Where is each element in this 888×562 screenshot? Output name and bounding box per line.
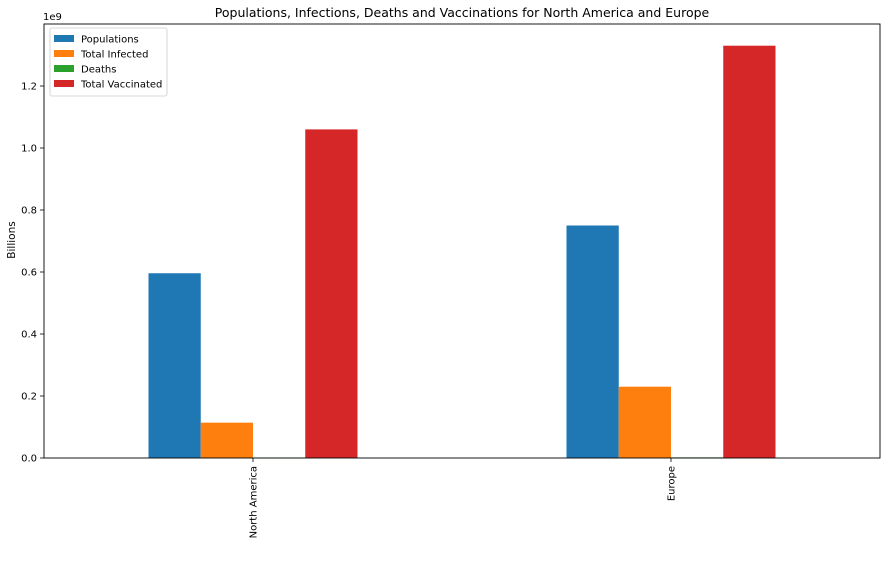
bar-total-vaccinated-europe: [723, 45, 776, 458]
x-tick-label-north-america: North America: [249, 466, 260, 538]
bar-total-infected-europe: [618, 386, 671, 458]
legend-swatch-total-infected: [54, 50, 74, 57]
legend-box: [49, 27, 168, 97]
legend-swatch-deaths: [54, 65, 74, 72]
legend-label-total-vaccinated: Total Vaccinated: [80, 80, 162, 91]
bar-total-vaccinated-north-america: [305, 129, 358, 458]
y-tick-label: 0.2: [21, 392, 37, 403]
legend-label-populations: Populations: [81, 35, 139, 46]
y-tick-label: 1.0: [21, 144, 37, 155]
y-axis: 0.0 0.2 0.4 0.6 0.8 1.0 1.2: [21, 82, 44, 465]
y-axis-offset-label: 1e9: [43, 12, 62, 23]
legend: Populations Total Infected Deaths Total Vac…: [49, 27, 168, 97]
legend-swatch-total-vaccinated: [54, 80, 74, 87]
bar-populations-europe: [566, 225, 619, 458]
plot-area-frame: [43, 23, 881, 459]
y-tick-label: 0.0: [21, 454, 37, 465]
y-tick-label: 0.4: [21, 330, 37, 341]
legend-swatch-populations: [54, 35, 74, 42]
legend-label-total-infected: Total Infected: [80, 50, 148, 61]
chart-title: Populations, Infections, Deaths and Vacc…: [215, 5, 710, 20]
y-tick-label: 1.2: [21, 82, 37, 93]
bars-layer: [148, 45, 776, 459]
legend-label-deaths: Deaths: [81, 65, 116, 76]
bar-total-infected-north-america: [200, 422, 253, 458]
x-tick-label-europe: Europe: [667, 466, 678, 501]
y-tick-label: 0.8: [21, 206, 37, 217]
x-axis: North America Europe: [249, 458, 678, 538]
y-axis-label: Billions: [6, 221, 18, 258]
bar-populations-north-america: [148, 273, 201, 458]
y-tick-label: 0.6: [21, 268, 37, 279]
